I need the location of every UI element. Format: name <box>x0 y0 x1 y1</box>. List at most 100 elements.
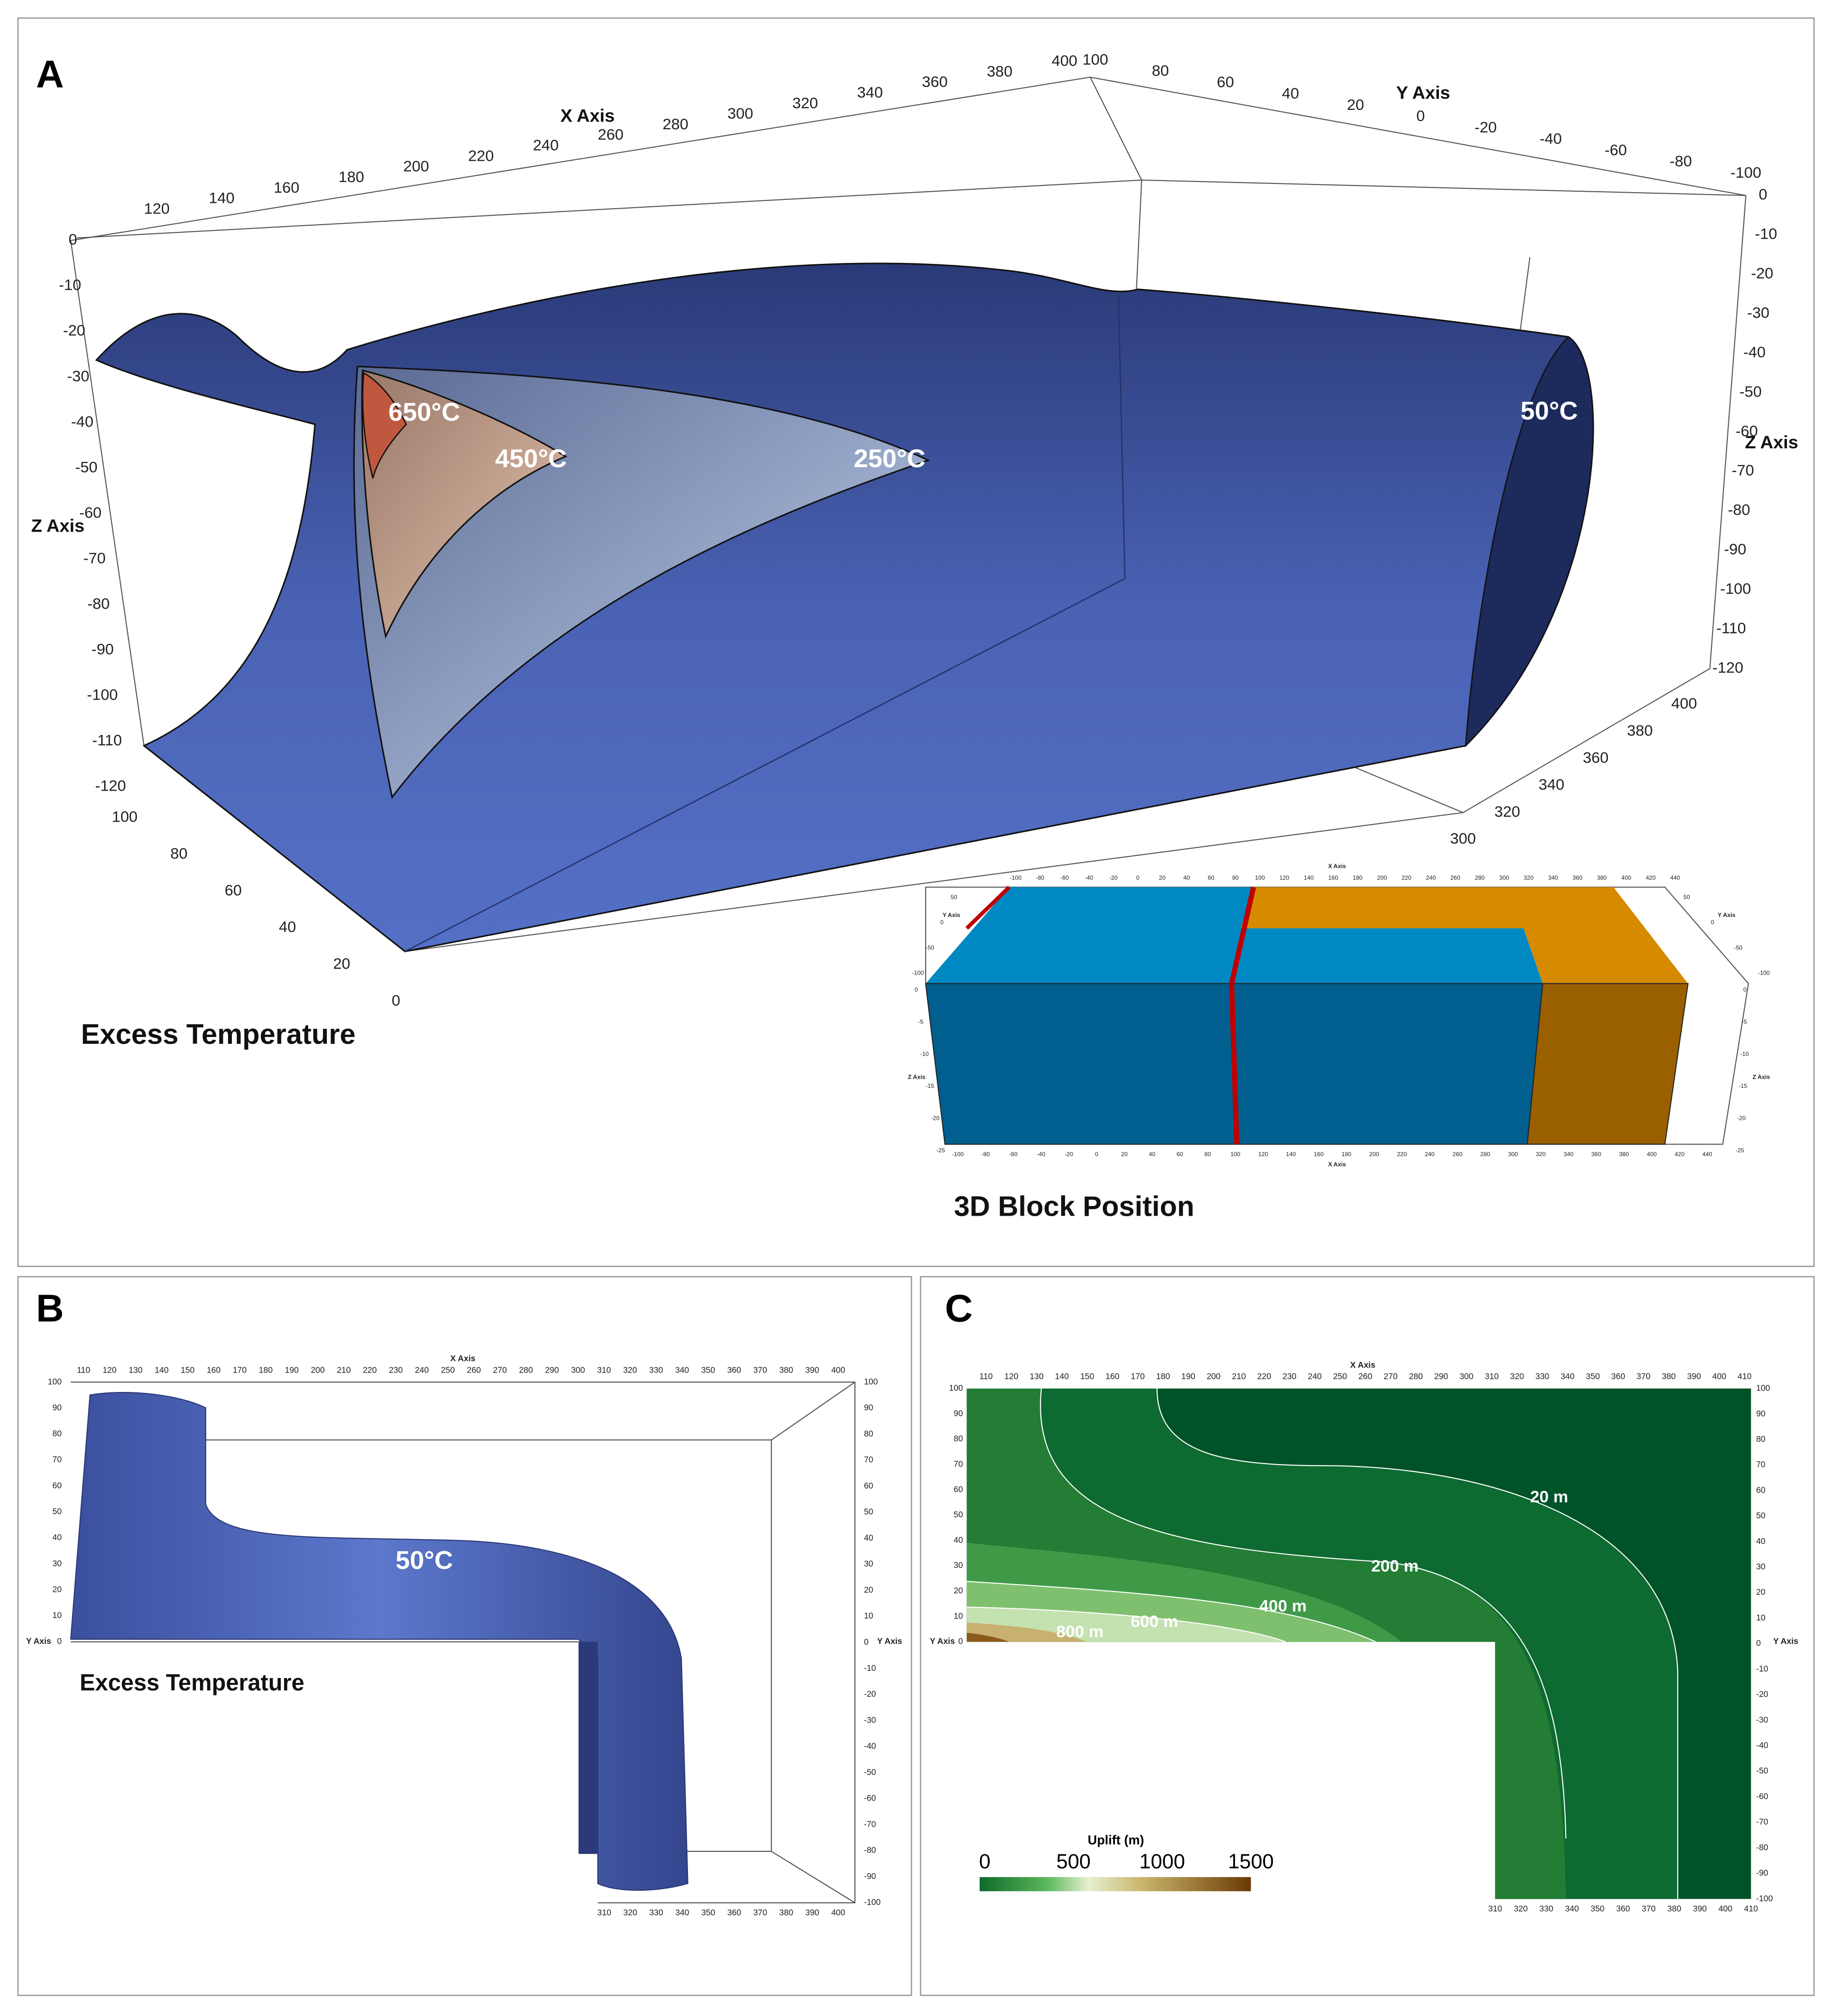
tick-label: 310 <box>597 1908 611 1917</box>
tick-label: 370 <box>1636 1372 1650 1381</box>
tick-label: 80 <box>954 1434 963 1443</box>
tick-label: -100 <box>1720 580 1751 597</box>
tick-label: -40 <box>1756 1741 1768 1750</box>
axis-title: Z Axis <box>31 516 84 536</box>
tick-label: 80 <box>1205 1151 1211 1158</box>
tick-label: 160 <box>1314 1151 1324 1158</box>
tick-label: -40 <box>1037 1151 1045 1158</box>
tick-label: -80 <box>1756 1842 1768 1852</box>
tick-label: 390 <box>1687 1372 1701 1381</box>
tick-label: 90 <box>954 1408 963 1418</box>
tick-label: -20 <box>1065 1151 1073 1158</box>
tick-label: 300 <box>1508 1151 1518 1158</box>
tick-label: -20 <box>1109 874 1118 881</box>
tick-label: -50 <box>1734 944 1742 951</box>
tick-label: 220 <box>1397 1151 1407 1158</box>
tick-label: -100 <box>952 1151 964 1158</box>
tick-label: 200 <box>403 157 429 175</box>
tick-label: 270 <box>493 1365 507 1375</box>
tick-label: 380 <box>779 1365 793 1375</box>
tick-label: 60 <box>52 1481 61 1490</box>
tick-label: 340 <box>1565 1904 1579 1913</box>
tick-label: 20 <box>954 1586 963 1595</box>
tick-label: -10 <box>1756 1664 1768 1673</box>
tick-label: 200 <box>1206 1372 1221 1381</box>
tick-label: 60 <box>1217 73 1234 91</box>
tick-label: 360 <box>1572 874 1583 881</box>
tick-label: -10 <box>864 1663 876 1673</box>
tick-label: 20 <box>864 1585 873 1594</box>
tick-label: -120 <box>95 777 126 794</box>
tick-label: 350 <box>701 1365 715 1375</box>
tick-label: 260 <box>1452 1151 1463 1158</box>
tick-label: -90 <box>92 641 114 658</box>
tick-label: 170 <box>1131 1372 1145 1381</box>
tick-label: 100 <box>1230 1151 1240 1158</box>
tick-label: 10 <box>864 1611 873 1620</box>
isotherm-label: 50°C <box>396 1546 453 1575</box>
tick-label: 40 <box>1756 1536 1765 1546</box>
tick-label: 210 <box>337 1365 351 1375</box>
tick-label: 420 <box>1675 1151 1685 1158</box>
tick-label: 0 <box>1416 107 1425 124</box>
tick-label: 300 <box>1460 1372 1474 1381</box>
tick-label: 60 <box>864 1481 873 1490</box>
tick-label: 350 <box>1590 1904 1604 1913</box>
axis-title: X Axis <box>1328 1161 1346 1168</box>
tick-label: -100 <box>87 686 118 703</box>
tick-label: 100 <box>1255 874 1265 881</box>
tick-label: -50 <box>75 458 97 475</box>
tick-label: -70 <box>864 1819 876 1829</box>
tick-label: 370 <box>1642 1904 1656 1913</box>
tick-label: -90 <box>1756 1868 1768 1878</box>
tick-label: 120 <box>103 1365 117 1375</box>
tick-label: -20 <box>1751 264 1773 282</box>
panel-label: A <box>36 53 64 96</box>
tick-label: 350 <box>701 1908 715 1917</box>
tick-label: 330 <box>1535 1372 1549 1381</box>
tick-label: 150 <box>181 1365 195 1375</box>
axis-title: Z Axis <box>1745 432 1798 452</box>
tick-label: 110 <box>77 1365 91 1375</box>
tick-label: -30 <box>1747 304 1770 321</box>
tick-label: -50 <box>864 1767 876 1777</box>
tick-label: 180 <box>259 1365 273 1375</box>
axis-title: Y Axis <box>1396 82 1450 103</box>
tick-label: 340 <box>857 83 883 101</box>
tick-label: 360 <box>1616 1904 1630 1913</box>
tick-label: 80 <box>1152 62 1169 79</box>
axis-title: X Axis <box>560 106 614 126</box>
contour-label: 400 m <box>1259 1597 1307 1616</box>
panel-b-box <box>71 1381 855 1904</box>
tick-label: 60 <box>225 881 242 899</box>
tick-label: 400 <box>831 1365 845 1375</box>
contour-label: 200 m <box>1371 1557 1419 1575</box>
tick-label: 0 <box>1756 1638 1761 1648</box>
tick-label: 0 <box>69 230 77 248</box>
tick-label: 390 <box>805 1908 819 1917</box>
tick-label: 330 <box>649 1365 663 1375</box>
tick-label: 280 <box>519 1365 533 1375</box>
tick-label: -20 <box>1737 1115 1746 1122</box>
tick-label: 390 <box>1693 1904 1707 1913</box>
tick-label: -60 <box>1009 1151 1018 1158</box>
tick-label: 120 <box>144 199 169 217</box>
tick-label: -110 <box>1716 619 1746 637</box>
tick-label: -20 <box>1475 119 1497 136</box>
tick-label: -20 <box>1756 1689 1768 1699</box>
tick-label: 20 <box>1756 1587 1765 1597</box>
tick-label: 80 <box>170 844 187 862</box>
tick-label: 0 <box>1711 919 1714 926</box>
tick-label: 0 <box>1095 1151 1099 1158</box>
tick-label: 280 <box>1409 1372 1423 1381</box>
colorbar-title: Uplift (m) <box>1088 1833 1144 1848</box>
tick-label: 40 <box>1149 1151 1156 1158</box>
axis-title: Y Axis <box>1773 1636 1799 1646</box>
tick-label: -90 <box>1724 540 1746 558</box>
tick-label: 360 <box>1611 1372 1625 1381</box>
tick-label: 20 <box>333 955 350 972</box>
tick-label: 10 <box>1756 1613 1765 1622</box>
tick-label: 380 <box>1627 722 1653 739</box>
tick-label: 300 <box>728 105 753 122</box>
